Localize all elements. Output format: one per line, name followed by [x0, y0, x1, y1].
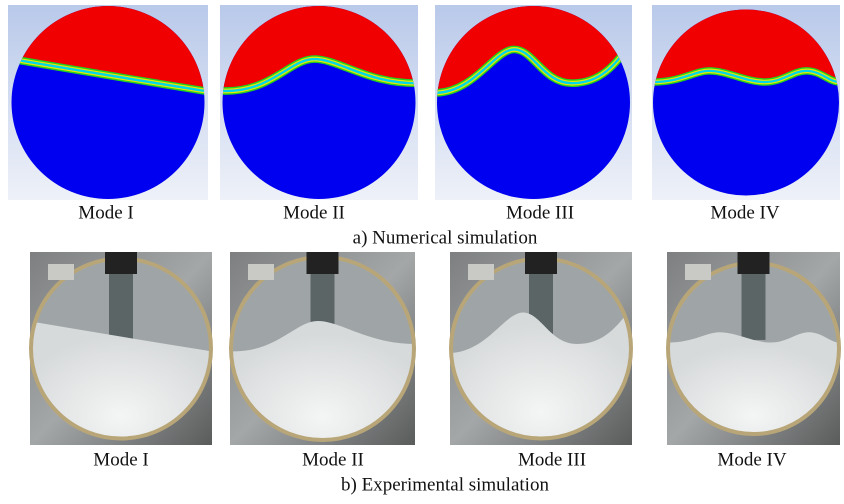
panel-label: Mode I — [78, 202, 133, 223]
panel-label: Mode III — [506, 202, 574, 223]
panel-label: Mode I — [93, 449, 148, 470]
panel-label: Mode III — [518, 449, 586, 470]
panel-label: Mode II — [302, 449, 364, 470]
simulation-panel — [8, 1, 208, 200]
panel-label: Mode II — [283, 202, 345, 223]
row-caption: a) Numerical simulation — [353, 227, 538, 248]
row-caption: b) Experimental simulation — [341, 474, 549, 495]
simulation-panel — [220, 1, 418, 200]
panel-label: Mode IV — [717, 449, 786, 470]
simulation-panel — [652, 5, 840, 200]
photo-panel — [450, 252, 632, 457]
photo-panel — [30, 252, 212, 457]
figure: Mode I Mode II Mode III Mode IV a) Numerical… — [0, 0, 844, 499]
panel-label: Mode IV — [710, 202, 779, 223]
photo-panel — [230, 252, 415, 458]
simulation-panel — [435, 1, 632, 200]
photo-panel — [667, 252, 840, 451]
